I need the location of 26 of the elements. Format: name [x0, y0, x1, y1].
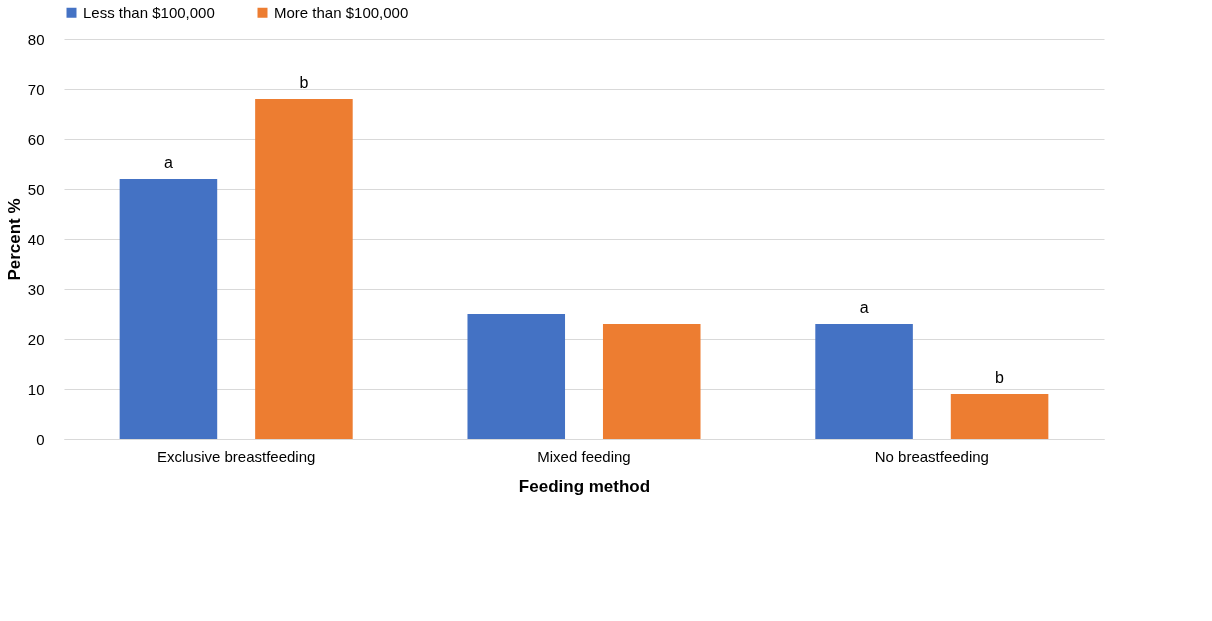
y-tick-label: 80 [27, 30, 45, 48]
data-label: a [859, 299, 869, 316]
bar [255, 99, 353, 439]
x-tick-label: No breastfeeding [874, 447, 989, 465]
bar [602, 324, 701, 439]
bar [119, 179, 218, 439]
y-tick-label: 10 [27, 380, 45, 398]
x-tick-label: Mixed feeding [537, 447, 631, 465]
legend-label: Less than $100,000 [83, 3, 215, 21]
legend-label: More than $100,000 [274, 3, 409, 21]
data-label: b [299, 74, 309, 91]
y-tick-label: 60 [27, 130, 45, 148]
y-tick-label: 50 [27, 180, 45, 198]
y-tick-label: 20 [27, 330, 45, 348]
y-tick-label: 70 [27, 80, 45, 98]
bar [815, 324, 913, 439]
y-tick-label: 0 [36, 430, 45, 448]
data-label: a [163, 154, 173, 171]
data-label: b [995, 369, 1005, 386]
y-tick-label: 40 [27, 230, 45, 248]
bar [950, 394, 1049, 439]
y-tick-label: 30 [27, 280, 45, 298]
bar [467, 314, 566, 439]
x-axis-title: Feeding method [518, 476, 651, 496]
x-tick-label: Exclusive breastfeeding [156, 447, 316, 465]
y-axis-title: Percent % [4, 198, 24, 281]
